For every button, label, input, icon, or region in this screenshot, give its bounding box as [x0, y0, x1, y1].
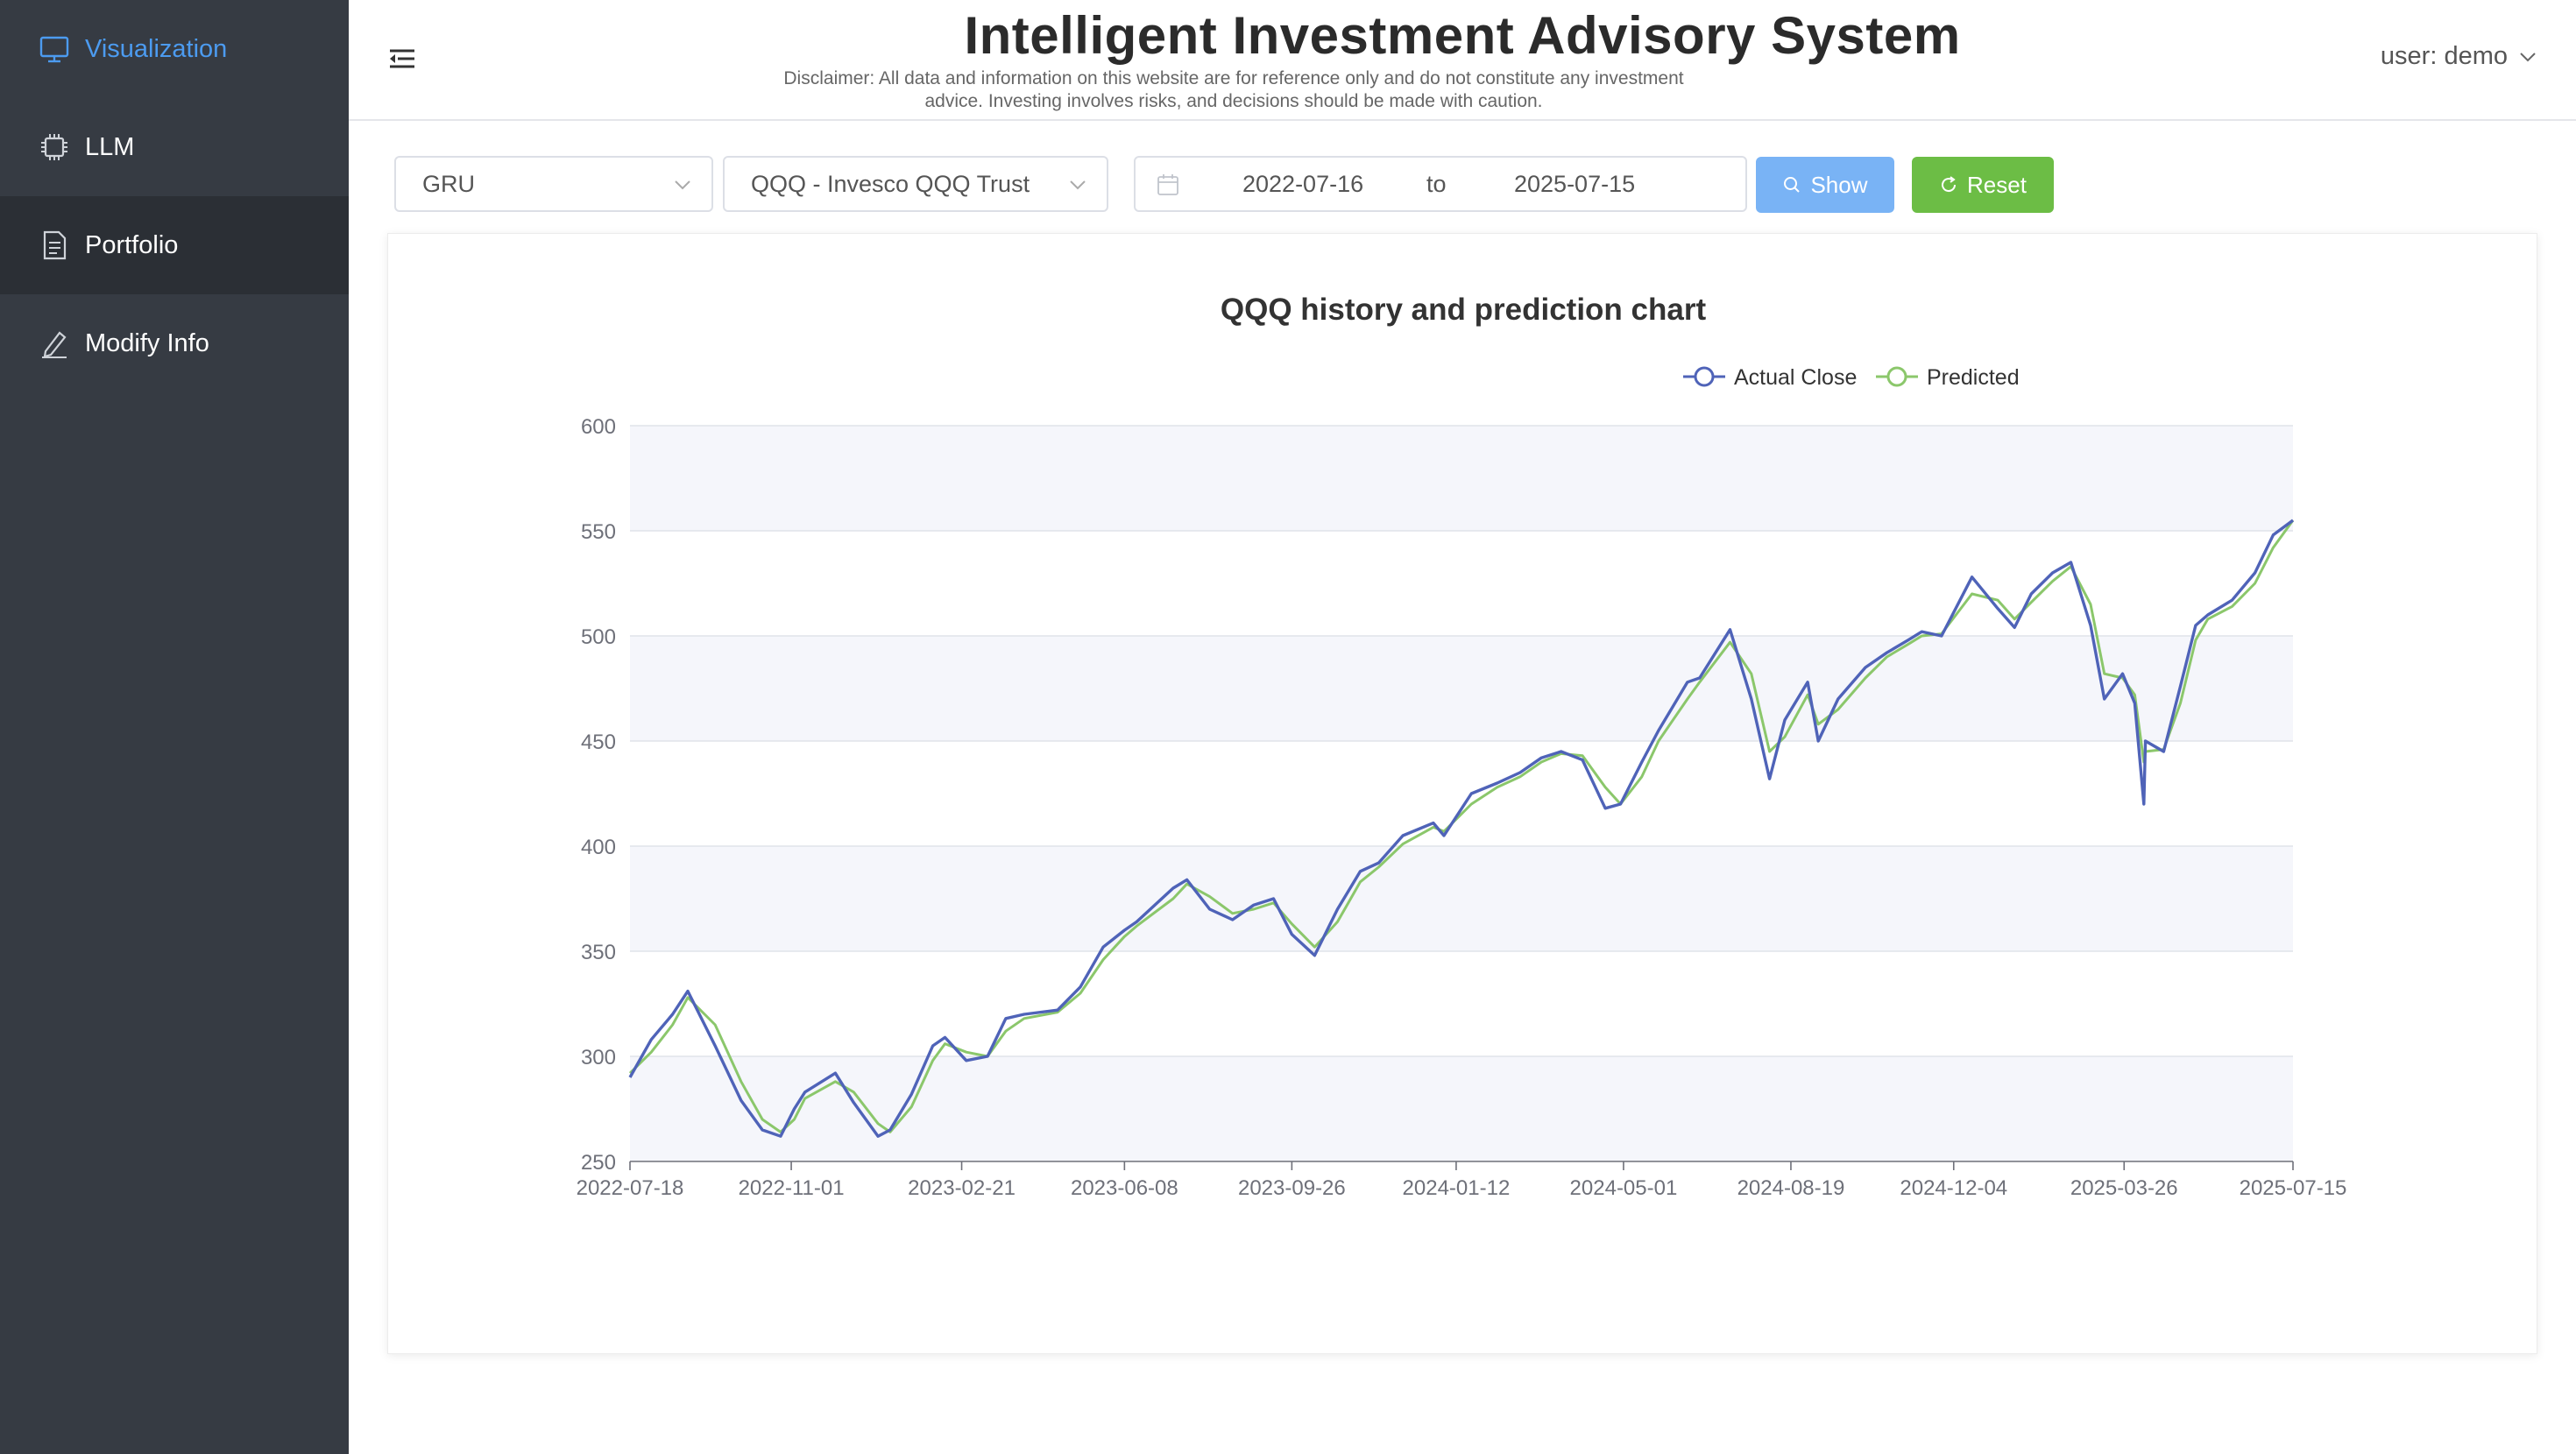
chip-icon: [41, 134, 67, 160]
show-button[interactable]: Show: [1756, 157, 1894, 213]
y-tick-label: 400: [581, 836, 616, 859]
search-icon: [1784, 177, 1801, 193]
history-prediction-chart: 250 300 350 400 450 500 550 600 2022-07-18 2022-…: [577, 293, 2347, 1200]
x-tick-label: 2022-11-01: [739, 1176, 845, 1200]
y-tick-label: 250: [581, 1151, 616, 1175]
x-tick-label: 2025-07-15: [2240, 1176, 2347, 1200]
sidebar-item-label: LLM: [85, 133, 135, 161]
legend-label: Predicted: [1927, 365, 2020, 390]
sidebar-item-label: Modify Info: [85, 329, 209, 357]
disclaimer: Disclaimer: All data and information on …: [708, 67, 1759, 113]
y-tick-label: 350: [581, 941, 616, 964]
ticker-select[interactable]: QQQ - Invesco QQQ Trust: [723, 156, 1108, 212]
x-tick-label: 2023-02-21: [908, 1176, 1016, 1200]
model-select[interactable]: GRU: [394, 156, 713, 212]
chart-title: QQQ history and prediction chart: [1221, 293, 1707, 327]
sidebar: Visualization LLM Portfolio Modify Info: [0, 0, 349, 1454]
ticker-select-value: QQQ - Invesco QQQ Trust: [751, 171, 1030, 197]
chevron-down-icon: [675, 180, 690, 190]
sidebar-item-portfolio[interactable]: Portfolio: [0, 196, 349, 294]
grid-band: [630, 846, 2293, 951]
sidebar-item-modify-info[interactable]: Modify Info: [0, 294, 349, 392]
x-tick-label: 2023-06-08: [1071, 1176, 1178, 1200]
x-tick-label: 2025-03-26: [2070, 1176, 2178, 1200]
grid-band: [630, 636, 2293, 741]
chevron-down-icon: [2520, 52, 2536, 61]
document-icon: [43, 230, 67, 260]
sidebar-item-llm[interactable]: LLM: [0, 98, 349, 196]
start-date-input[interactable]: 2022-07-16: [1242, 171, 1364, 197]
chart-card: 250 300 350 400 450 500 550 600 2022-07-18 2022-…: [387, 233, 2537, 1354]
model-select-value: GRU: [422, 171, 475, 197]
sidebar-item-visualization[interactable]: Visualization: [0, 0, 349, 98]
grid-band: [630, 426, 2293, 531]
predicted-line: [628, 519, 2295, 1133]
user-label: user: demo: [2380, 42, 2508, 70]
sidebar-item-label: Visualization: [85, 35, 228, 63]
sidebar-item-label: Portfolio: [85, 231, 179, 259]
legend-marker: [1886, 366, 1907, 387]
disclaimer-line-2: advice. Investing involves risks, and de…: [924, 91, 1543, 111]
disclaimer-line-1: Disclaimer: All data and information on …: [783, 68, 1684, 88]
y-tick-label: 550: [581, 520, 616, 544]
show-button-label: Show: [1810, 171, 1868, 198]
grid-band: [630, 1056, 2293, 1161]
y-tick-label: 300: [581, 1046, 616, 1069]
end-date-input[interactable]: 2025-07-15: [1514, 171, 1636, 197]
x-tick-label: 2022-07-18: [577, 1176, 684, 1200]
x-tick-label: 2024-08-19: [1737, 1176, 1845, 1200]
edit-icon: [42, 331, 67, 358]
page-title: Intelligent Investment Advisory System: [964, 6, 1961, 65]
range-separator: to: [1426, 171, 1447, 197]
chevron-down-icon: [1070, 180, 1086, 190]
actual-close-line: [628, 519, 2295, 1138]
refresh-icon: [1942, 176, 1957, 193]
calendar-icon: [1157, 174, 1178, 195]
legend-label: Actual Close: [1734, 365, 1857, 390]
y-tick-label: 500: [581, 625, 616, 649]
header: Intelligent Investment Advisory System D…: [349, 0, 2576, 121]
x-tick-label: 2024-05-01: [1570, 1176, 1678, 1200]
x-tick-label: 2023-09-26: [1238, 1176, 1346, 1200]
monitor-icon: [39, 36, 69, 63]
user-menu[interactable]: user: demo: [2381, 42, 2537, 71]
reset-button[interactable]: Reset: [1912, 157, 2054, 213]
reset-button-label: Reset: [1967, 171, 2027, 198]
y-tick-label: 450: [581, 731, 616, 754]
legend-marker: [1694, 366, 1715, 387]
collapse-menu-icon[interactable]: [387, 44, 417, 74]
date-range-picker[interactable]: 2022-07-16 to 2025-07-15: [1134, 156, 1747, 212]
x-tick-label: 2024-12-04: [1900, 1176, 2007, 1200]
x-tick-label: 2024-01-12: [1403, 1176, 1511, 1200]
y-tick-label: 600: [581, 415, 616, 439]
